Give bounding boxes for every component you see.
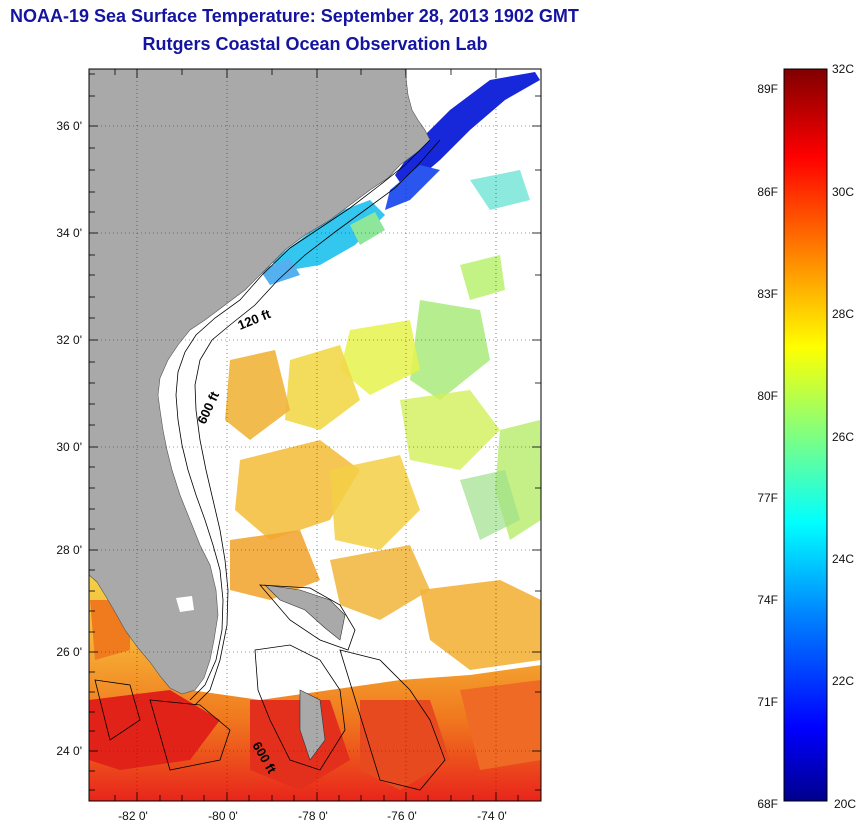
colorbar-label-26c: 26C bbox=[832, 430, 854, 444]
colorbar-label-71f: 71F bbox=[757, 695, 778, 709]
lon-label-76: -76 0' bbox=[387, 809, 417, 823]
colorbar-label-22c: 22C bbox=[832, 674, 854, 688]
lat-label-30: 30 0' bbox=[56, 440, 82, 454]
colorbar-label-30c: 30C bbox=[832, 185, 854, 199]
map-image-area: 120 ft 600 ft 600 ft bbox=[89, 69, 541, 801]
map-subtitle: Rutgers Coastal Ocean Observation Lab bbox=[142, 34, 488, 54]
colorbar-label-74f: 74F bbox=[757, 593, 778, 607]
colorbar-label-89f: 89F bbox=[757, 82, 778, 96]
lat-label-26: 26 0' bbox=[56, 645, 82, 659]
colorbar-label-68f: 68F bbox=[757, 797, 778, 811]
lon-label-78: -78 0' bbox=[298, 809, 328, 823]
lon-label-74: -74 0' bbox=[477, 809, 507, 823]
lon-label-82: -82 0' bbox=[118, 809, 148, 823]
map-title: NOAA-19 Sea Surface Temperature: Septemb… bbox=[10, 6, 579, 26]
colorbar-label-32c: 32C bbox=[832, 62, 854, 76]
lat-label-24: 24 0' bbox=[56, 744, 82, 758]
lat-label-32: 32 0' bbox=[56, 333, 82, 347]
land-layer bbox=[89, 69, 431, 761]
lat-label-34: 34 0' bbox=[56, 226, 82, 240]
colorbar-label-80f: 80F bbox=[757, 389, 778, 403]
lon-label-80: -80 0' bbox=[208, 809, 238, 823]
map-frame bbox=[88, 68, 542, 802]
map-ticks bbox=[89, 69, 541, 801]
bathymetry-contours bbox=[94, 139, 446, 791]
lat-label-36: 36 0' bbox=[56, 119, 82, 133]
colorbar-gradient bbox=[783, 68, 828, 802]
sst-data-layer bbox=[89, 72, 541, 801]
graticule bbox=[89, 69, 541, 801]
lat-label-28: 28 0' bbox=[56, 543, 82, 557]
colorbar-label-83f: 83F bbox=[757, 287, 778, 301]
colorbar-label-86f: 86F bbox=[757, 185, 778, 199]
colorbar-label-28c: 28C bbox=[832, 307, 854, 321]
colorbar-label-77f: 77F bbox=[757, 491, 778, 505]
colorbar-label-24c: 24C bbox=[832, 552, 854, 566]
colorbar-label-20c: 20C bbox=[834, 797, 856, 811]
